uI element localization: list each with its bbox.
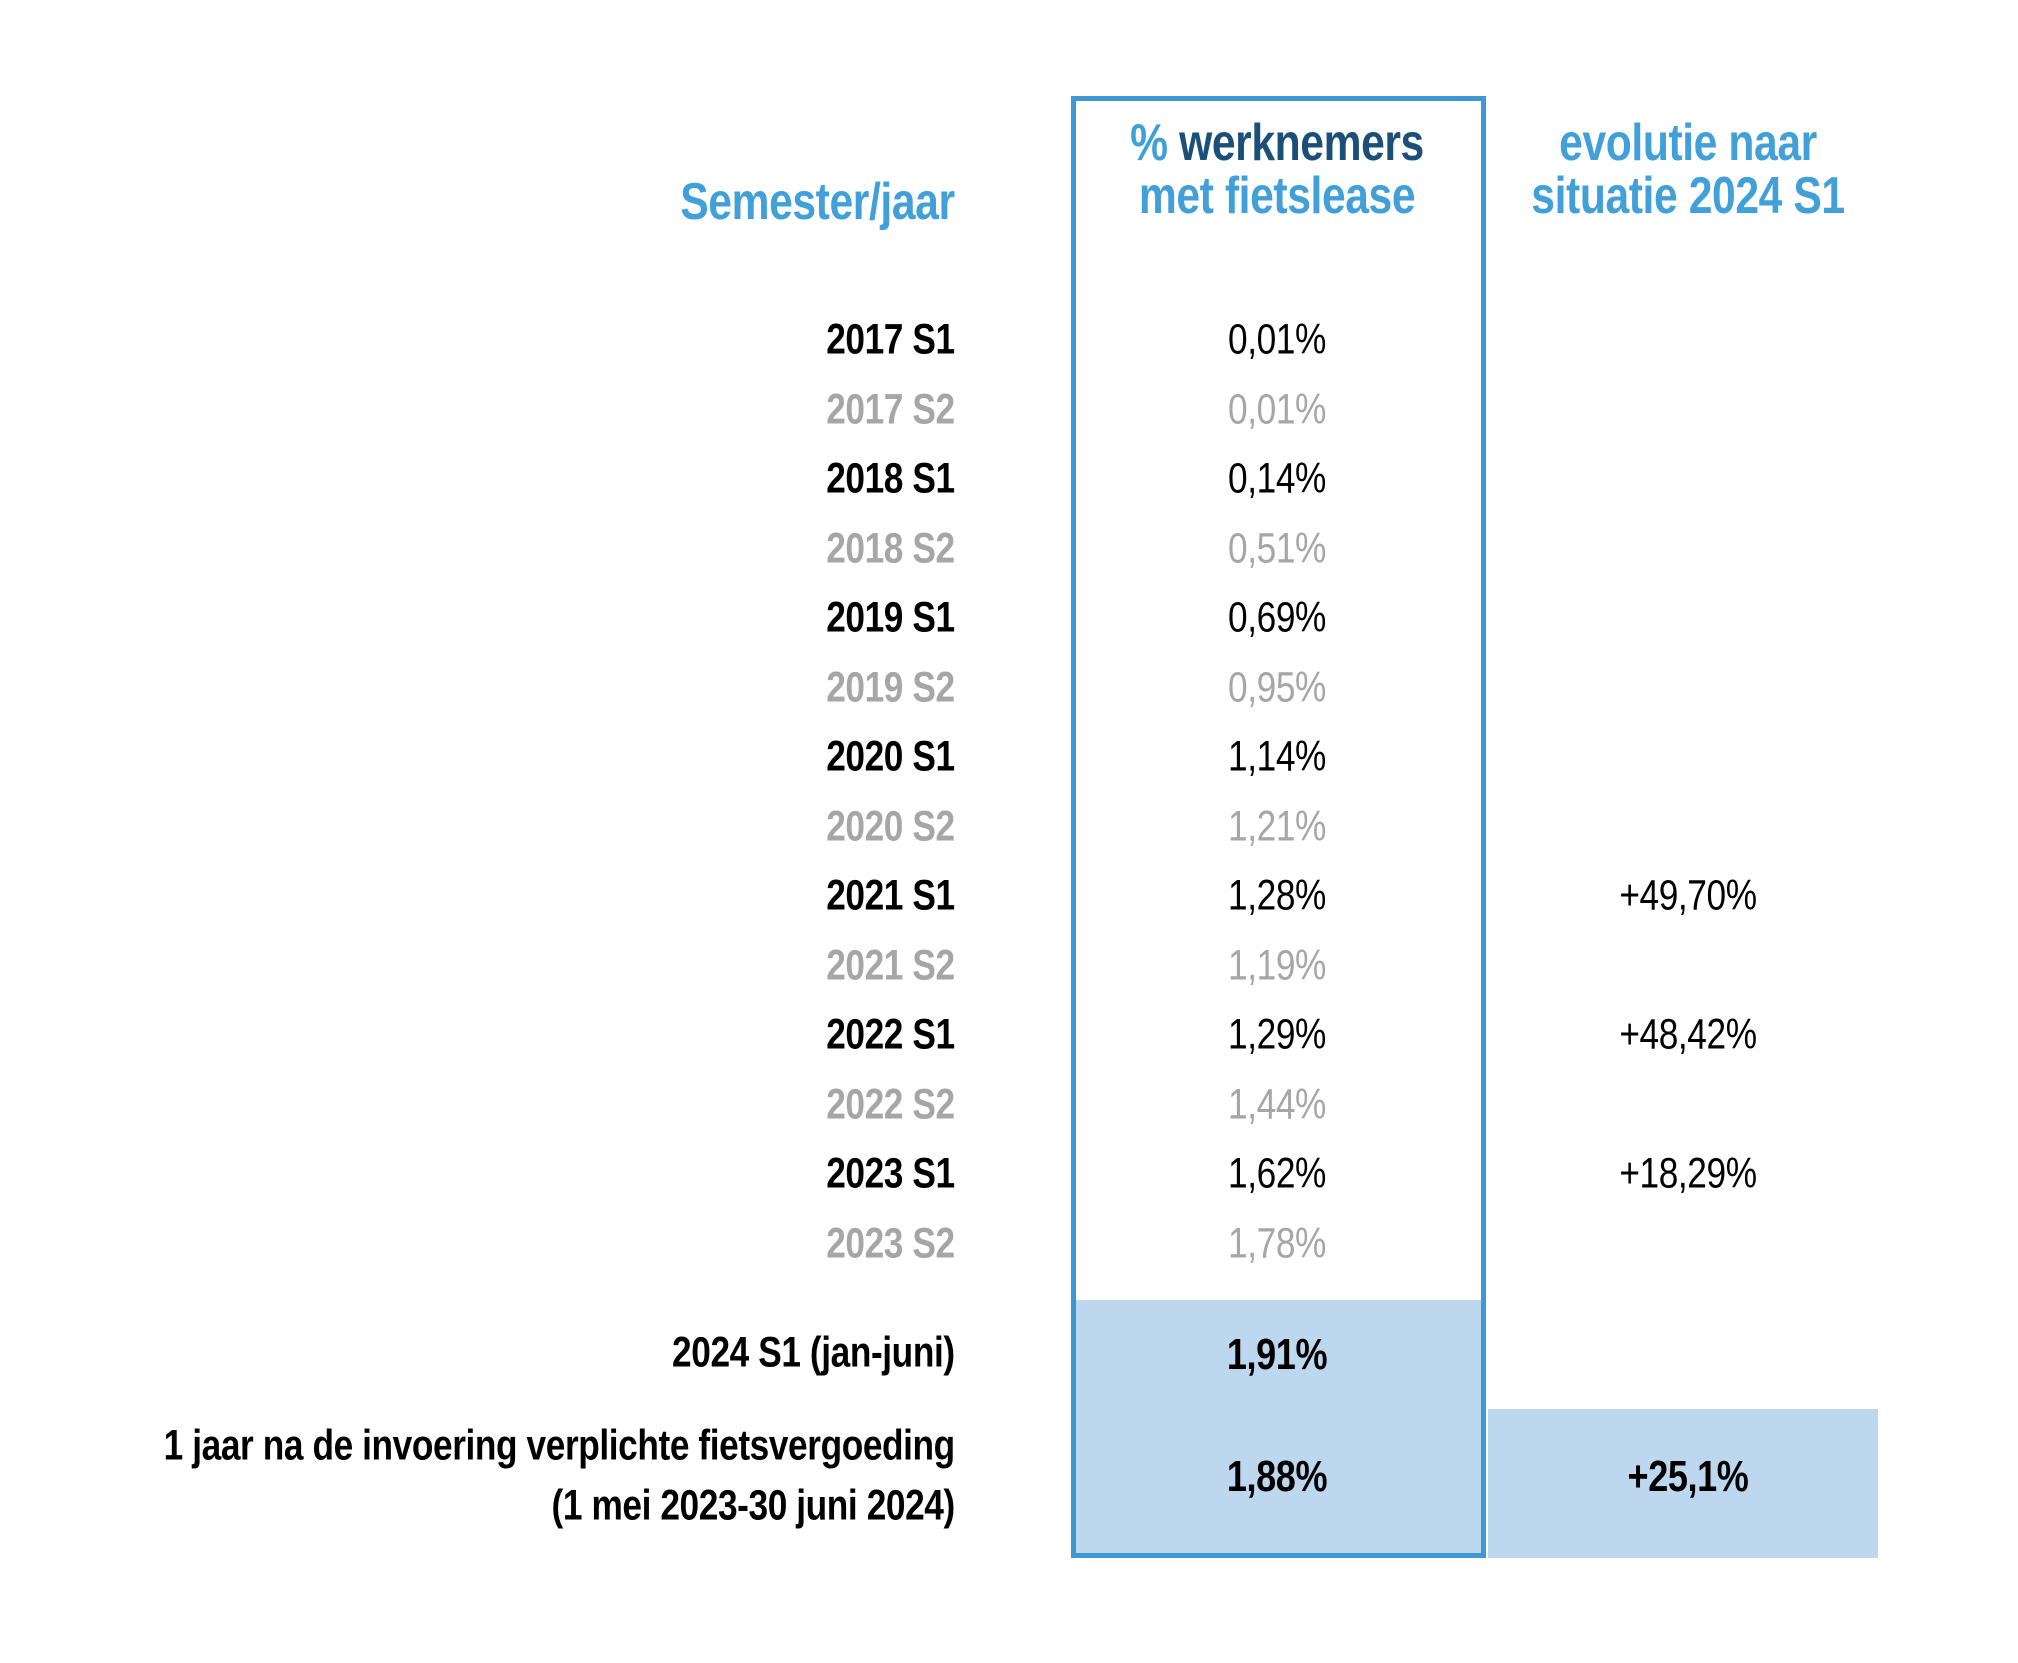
row-label-2018-s2: 2018 S2	[826, 524, 956, 573]
header-situatie-2024-s1: situatie 2024 S1	[1531, 167, 1845, 225]
row-label-2021-s2: 2021 S2	[826, 941, 956, 990]
header-met-fietslease: met fietslease	[1138, 167, 1416, 225]
row-label-2020-s2: 2020 S2	[826, 802, 956, 851]
row-value-2017-s1: 0,01%	[1228, 315, 1326, 364]
header-semester-jaar-text: Semester/jaar	[680, 173, 956, 231]
row-value-2021-s2: 1,19%	[1228, 941, 1326, 990]
header-werknemers: werknemers	[1179, 114, 1424, 172]
row-value-2022-s1: 1,29%	[1228, 1010, 1326, 1059]
row-label-2023-s2: 2023 S2	[826, 1219, 956, 1268]
row-label-2017-s1: 2017 S1	[826, 315, 956, 364]
row-value-2020-s1: 1,14%	[1228, 732, 1326, 781]
row-evolution-1jaar: +25,1%	[1627, 1452, 1749, 1501]
row-label-2022-s1: 2022 S1	[826, 1010, 956, 1059]
row-value-2017-s2: 0,01%	[1228, 385, 1326, 434]
header-pct-symbol: %	[1130, 114, 1180, 172]
row-value-2018-s1: 0,14%	[1228, 454, 1326, 503]
row-label-1jaar-line1: 1 jaar na de invoering verplichte fietsv…	[163, 1421, 956, 1470]
row-value-2019-s2: 0,95%	[1228, 663, 1326, 712]
evolution-column-highlight	[1488, 1409, 1878, 1558]
row-evolution-2021-s1: +49,70%	[1619, 871, 1757, 920]
row-value-2019-s1: 0,69%	[1228, 593, 1326, 642]
percentage-column-highlight	[1076, 1300, 1481, 1553]
row-label-2022-s2: 2022 S2	[826, 1080, 956, 1129]
row-label-2019-s2: 2019 S2	[826, 663, 956, 712]
row-value-2023-s2: 1,78%	[1228, 1219, 1326, 1268]
row-label-1jaar-line2: (1 mei 2023-30 juni 2024)	[551, 1481, 956, 1530]
row-evolution-2022-s1: +48,42%	[1619, 1010, 1757, 1059]
row-label-2018-s1: 2018 S1	[826, 454, 956, 503]
row-label-2021-s1: 2021 S1	[826, 871, 956, 920]
row-value-2022-s2: 1,44%	[1228, 1080, 1326, 1129]
row-value-2020-s2: 1,21%	[1228, 802, 1326, 851]
row-value-2024-s1: 1,91%	[1226, 1330, 1328, 1379]
row-value-2023-s1: 1,62%	[1228, 1149, 1326, 1198]
percentage-column-frame	[1071, 96, 1486, 1558]
row-label-2024-s1: 2024 S1 (jan-juni)	[672, 1328, 955, 1377]
row-label-2023-s1: 2023 S1	[826, 1149, 956, 1198]
header-evolutie-naar: evolutie naar	[1559, 114, 1817, 172]
row-label-2020-s1: 2020 S1	[826, 732, 956, 781]
row-label-2019-s1: 2019 S1	[826, 593, 956, 642]
row-value-1jaar: 1,88%	[1226, 1452, 1328, 1501]
row-label-2017-s2: 2017 S2	[826, 385, 956, 434]
header-semester-jaar: Semester/jaar	[620, 173, 956, 231]
header-pct-werknemers-line1: % werknemers	[1098, 117, 1456, 169]
row-evolution-2023-s1: +18,29%	[1619, 1149, 1757, 1198]
row-value-2018-s2: 0,51%	[1228, 524, 1326, 573]
row-value-2021-s1: 1,28%	[1228, 871, 1326, 920]
